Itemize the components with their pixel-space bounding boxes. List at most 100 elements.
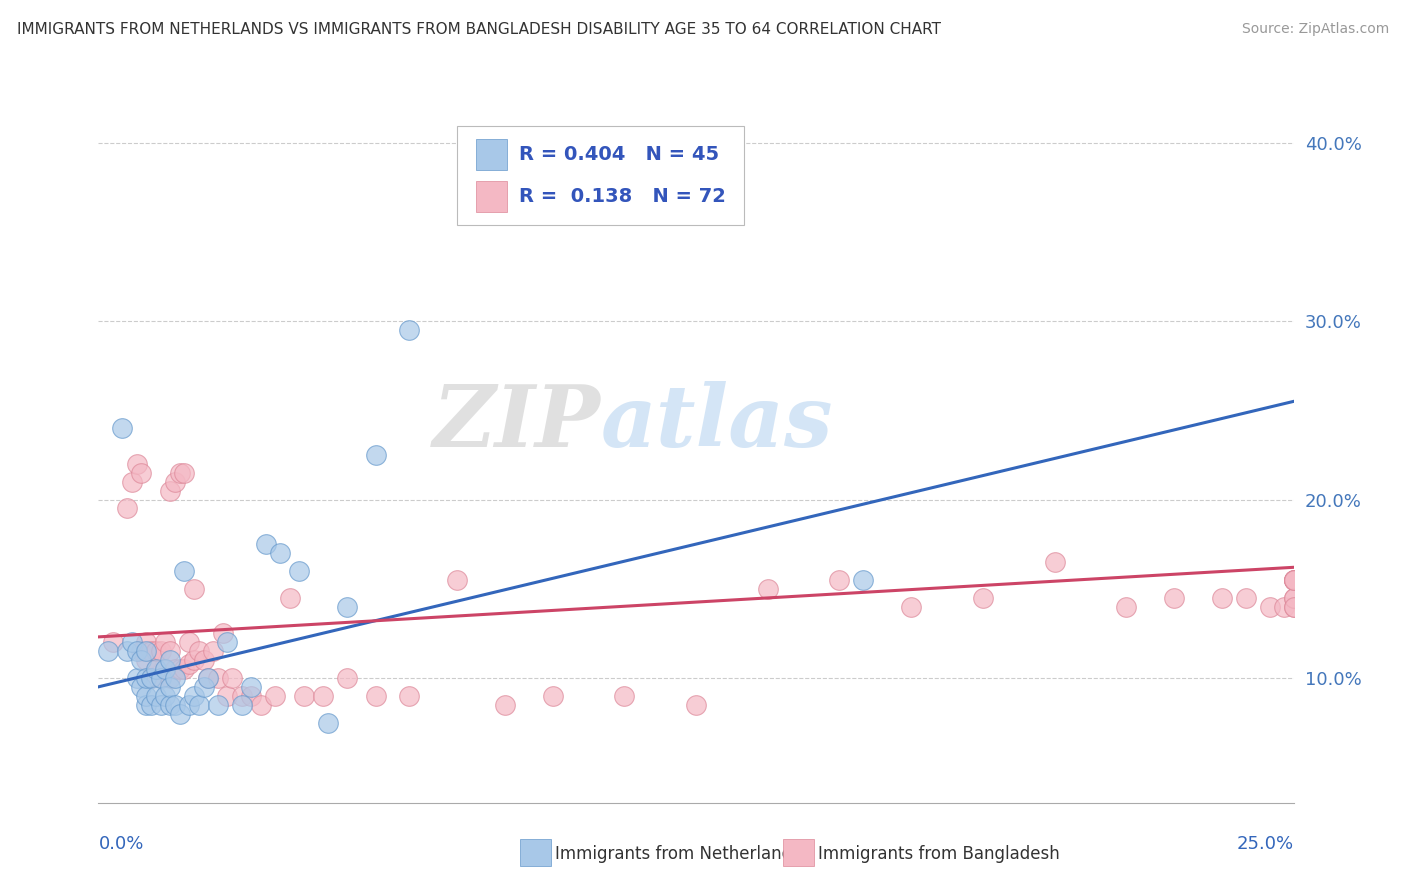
Point [125, 457, 148, 471]
Point [149, 644, 172, 658]
Point [135, 653, 157, 667]
Point [217, 635, 239, 649]
Point [169, 662, 191, 676]
Point [121, 635, 143, 649]
Point [972, 591, 994, 605]
Point [364, 448, 387, 462]
Point [101, 635, 124, 649]
Point [1272, 599, 1295, 614]
Point [155, 689, 177, 703]
Text: atlas: atlas [600, 381, 832, 464]
Point [193, 653, 215, 667]
Point [254, 537, 277, 551]
Point [179, 698, 201, 712]
Point [398, 689, 420, 703]
Point [221, 671, 243, 685]
Point [828, 573, 851, 587]
Point [149, 698, 172, 712]
Point [163, 662, 186, 676]
Point [139, 698, 162, 712]
Point [163, 671, 186, 685]
Point [207, 671, 229, 685]
Point [264, 689, 287, 703]
Point [1258, 599, 1281, 614]
Point [139, 644, 162, 658]
Point [131, 653, 153, 667]
Text: R =  0.138   N = 72: R = 0.138 N = 72 [519, 187, 725, 206]
Point [1282, 591, 1305, 605]
Point [292, 689, 315, 703]
Point [131, 680, 153, 694]
Point [197, 671, 219, 685]
Point [163, 475, 186, 489]
Point [336, 599, 359, 614]
Point [135, 689, 157, 703]
FancyBboxPatch shape [477, 181, 508, 211]
Point [336, 671, 359, 685]
Text: R = 0.404   N = 45: R = 0.404 N = 45 [519, 145, 720, 164]
Point [173, 662, 195, 676]
Point [139, 671, 162, 685]
Point [852, 573, 875, 587]
Point [159, 644, 181, 658]
Point [1282, 573, 1305, 587]
Point [1282, 599, 1305, 614]
Point [169, 706, 191, 721]
Point [1282, 573, 1305, 587]
Point [269, 546, 291, 560]
Point [1282, 573, 1305, 587]
Point [179, 657, 201, 671]
Point [97, 644, 120, 658]
Point [217, 689, 239, 703]
Point [135, 644, 157, 658]
Point [240, 689, 263, 703]
Point [1211, 591, 1233, 605]
Point [316, 715, 339, 730]
Point [756, 582, 779, 596]
Point [202, 644, 225, 658]
Text: Immigrants from Bangladesh: Immigrants from Bangladesh [818, 845, 1060, 863]
Text: Immigrants from Netherlands: Immigrants from Netherlands [555, 845, 801, 863]
Point [135, 671, 157, 685]
Point [541, 689, 564, 703]
Point [250, 698, 273, 712]
Text: 0.0%: 0.0% [98, 835, 143, 853]
Point [183, 689, 205, 703]
Point [494, 698, 516, 712]
Point [1282, 591, 1305, 605]
Point [173, 466, 195, 480]
Point [145, 644, 167, 658]
FancyBboxPatch shape [783, 839, 814, 866]
Point [193, 680, 215, 694]
Point [278, 591, 301, 605]
Point [231, 698, 253, 712]
Point [1282, 599, 1305, 614]
Point [183, 582, 205, 596]
FancyBboxPatch shape [457, 126, 744, 225]
Point [288, 564, 311, 578]
Point [131, 644, 153, 658]
Point [1234, 591, 1257, 605]
Point [187, 698, 209, 712]
Point [187, 644, 209, 658]
Point [1043, 555, 1066, 569]
Point [364, 689, 387, 703]
Point [159, 653, 181, 667]
Point [145, 662, 167, 676]
Point [179, 635, 201, 649]
Point [207, 698, 229, 712]
Point [173, 564, 195, 578]
Point [613, 689, 636, 703]
Point [900, 599, 922, 614]
Point [155, 662, 177, 676]
Point [183, 653, 205, 667]
FancyBboxPatch shape [477, 139, 508, 170]
Point [446, 573, 468, 587]
Point [541, 153, 564, 168]
Point [211, 626, 233, 640]
Point [145, 689, 167, 703]
Point [163, 698, 186, 712]
Point [115, 501, 138, 516]
Point [139, 671, 162, 685]
Point [1163, 591, 1185, 605]
